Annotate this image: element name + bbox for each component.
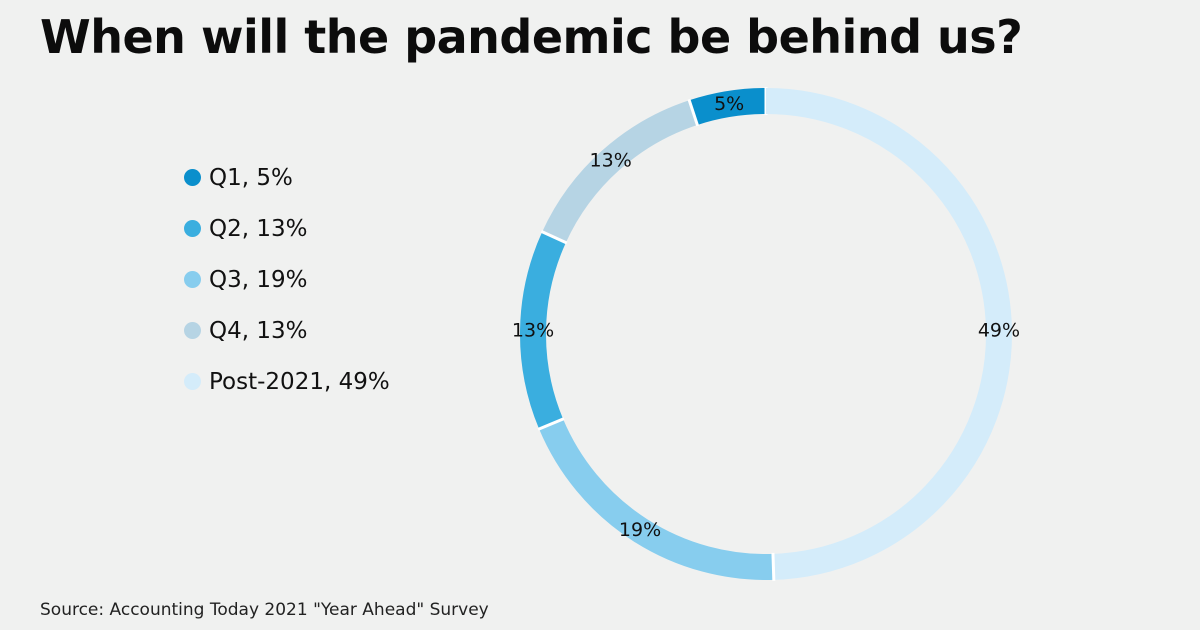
slice-post-2021 xyxy=(765,88,1012,580)
slice-separator xyxy=(687,98,700,127)
slice-label-q3: 19% xyxy=(619,519,661,541)
chart-title: When will the pandemic be behind us? xyxy=(40,10,1023,64)
legend-label-q4: Q4, 13% xyxy=(209,317,308,344)
slice-label-q1: 5% xyxy=(714,93,744,115)
legend-label-post-2021: Post-2021, 49% xyxy=(209,368,390,395)
slice-q2 xyxy=(520,231,566,430)
slice-q1 xyxy=(689,88,767,126)
legend-swatch-q4 xyxy=(184,322,201,339)
legend: Q1, 5% Q2, 13% Q3, 19% Q4, 13% Post-2021… xyxy=(184,152,390,407)
legend-item-post-2021: Post-2021, 49% xyxy=(184,356,390,407)
source-note: Source: Accounting Today 2021 "Year Ahea… xyxy=(40,600,489,620)
legend-swatch-q3 xyxy=(184,271,201,288)
donut-slices xyxy=(520,87,1012,581)
slice-label-q4: 13% xyxy=(590,149,632,171)
legend-item-q2: Q2, 13% xyxy=(184,203,390,254)
slice-label-q2: 13% xyxy=(512,319,554,341)
legend-label-q1: Q1, 5% xyxy=(209,164,293,191)
donut-labels: 5% 13% 13% 19% 49% xyxy=(512,93,1020,541)
legend-label-q3: Q3, 19% xyxy=(209,266,308,293)
legend-swatch-post-2021 xyxy=(184,373,201,390)
slice-separator xyxy=(537,417,565,431)
legend-item-q4: Q4, 13% xyxy=(184,305,390,356)
slice-q3 xyxy=(539,418,774,580)
slice-label-post-2021: 49% xyxy=(978,319,1020,341)
slice-separator xyxy=(771,552,776,581)
legend-item-q1: Q1, 5% xyxy=(184,152,390,203)
slice-q4 xyxy=(542,100,698,243)
legend-swatch-q1 xyxy=(184,169,201,186)
legend-item-q3: Q3, 19% xyxy=(184,254,390,305)
slice-separator xyxy=(540,230,568,245)
legend-swatch-q2 xyxy=(184,220,201,237)
legend-label-q2: Q2, 13% xyxy=(209,215,308,242)
